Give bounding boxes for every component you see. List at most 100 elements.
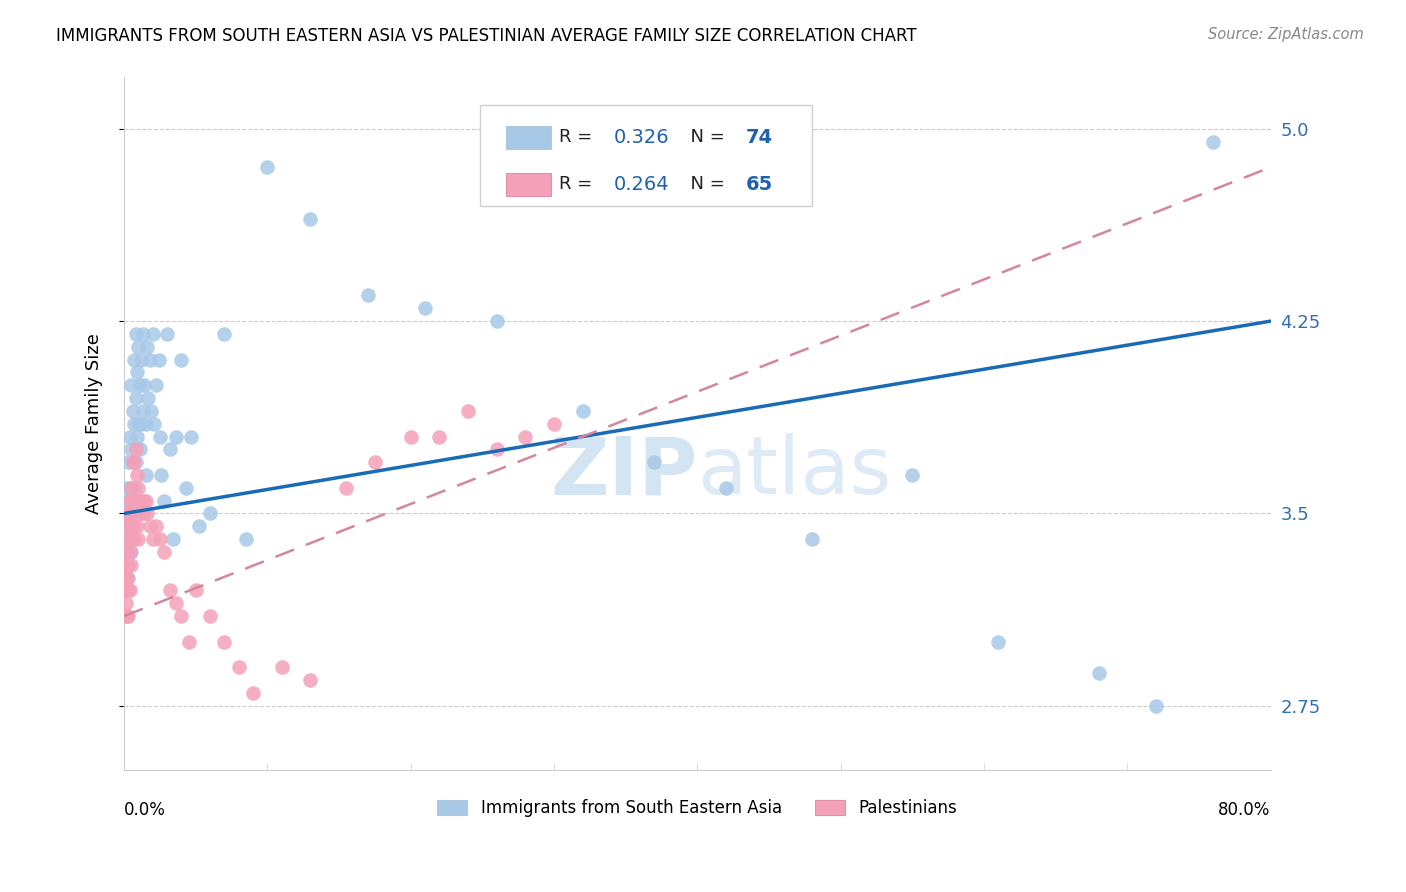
Point	[148, 352, 170, 367]
Point	[120, 493, 142, 508]
Point	[138, 391, 160, 405]
Point	[131, 493, 153, 508]
Y-axis label: Average Family Size: Average Family Size	[86, 334, 103, 514]
Point	[118, 545, 141, 559]
Point	[120, 545, 142, 559]
Point	[153, 493, 176, 508]
Point	[129, 507, 152, 521]
Point	[135, 468, 157, 483]
Point	[120, 378, 142, 392]
Point	[987, 634, 1010, 648]
Text: N =: N =	[679, 128, 731, 146]
Point	[141, 404, 163, 418]
Text: R =: R =	[560, 128, 598, 146]
Point	[145, 378, 167, 392]
Text: Source: ZipAtlas.com: Source: ZipAtlas.com	[1208, 27, 1364, 42]
Point	[131, 417, 153, 431]
FancyBboxPatch shape	[479, 105, 813, 205]
Point	[153, 545, 176, 559]
Point	[132, 326, 155, 341]
Point	[132, 404, 155, 418]
Point	[122, 417, 145, 431]
Point	[122, 352, 145, 367]
Point	[801, 532, 824, 546]
Point	[129, 442, 152, 457]
Point	[118, 429, 141, 443]
Text: R =: R =	[560, 175, 598, 193]
Point	[127, 340, 149, 354]
Point	[135, 493, 157, 508]
Point	[115, 545, 138, 559]
Point	[1144, 698, 1167, 713]
Point	[145, 519, 167, 533]
Point	[149, 532, 172, 546]
Point	[117, 583, 139, 598]
Point	[150, 468, 173, 483]
Point	[118, 519, 141, 533]
Point	[115, 558, 138, 572]
Point	[122, 532, 145, 546]
Point	[118, 493, 141, 508]
Point	[125, 366, 148, 380]
Point	[131, 352, 153, 367]
FancyBboxPatch shape	[506, 173, 551, 195]
Point	[122, 481, 145, 495]
Point	[485, 442, 508, 457]
Point	[643, 455, 665, 469]
Point	[162, 532, 184, 546]
Point	[214, 634, 236, 648]
Point	[159, 583, 181, 598]
Point	[136, 507, 159, 521]
Point	[457, 404, 479, 418]
Point	[115, 481, 138, 495]
Point	[115, 519, 138, 533]
Point	[129, 378, 152, 392]
Point	[114, 519, 136, 533]
Point	[335, 481, 357, 495]
Point	[270, 660, 292, 674]
Point	[121, 455, 143, 469]
Point	[121, 519, 143, 533]
FancyBboxPatch shape	[506, 126, 551, 149]
Point	[135, 417, 157, 431]
Point	[125, 429, 148, 443]
Point	[180, 429, 202, 443]
Point	[121, 455, 143, 469]
Point	[124, 455, 146, 469]
Point	[120, 442, 142, 457]
Point	[120, 558, 142, 572]
Point	[118, 532, 141, 546]
Point	[214, 326, 236, 341]
Text: N =: N =	[679, 175, 731, 193]
Point	[1087, 665, 1109, 680]
Point	[242, 686, 264, 700]
Point	[139, 352, 162, 367]
Point	[115, 583, 138, 598]
Point	[515, 429, 537, 443]
Text: 0.264: 0.264	[614, 175, 669, 194]
Point	[117, 455, 139, 469]
Point	[117, 532, 139, 546]
Point	[115, 609, 138, 624]
Point	[485, 314, 508, 328]
Point	[121, 507, 143, 521]
Point	[156, 326, 179, 341]
Point	[165, 596, 187, 610]
Text: 0.0%: 0.0%	[124, 801, 166, 819]
Point	[114, 571, 136, 585]
Point	[120, 532, 142, 546]
Point	[159, 442, 181, 457]
Point	[139, 519, 162, 533]
Point	[127, 481, 149, 495]
Point	[228, 660, 250, 674]
Point	[235, 532, 257, 546]
Point	[117, 558, 139, 572]
Point	[256, 160, 278, 174]
Point	[121, 493, 143, 508]
Point	[198, 507, 221, 521]
Point	[399, 429, 422, 443]
Point	[1202, 135, 1225, 149]
Point	[122, 493, 145, 508]
Text: atlas: atlas	[697, 434, 891, 511]
Point	[136, 340, 159, 354]
